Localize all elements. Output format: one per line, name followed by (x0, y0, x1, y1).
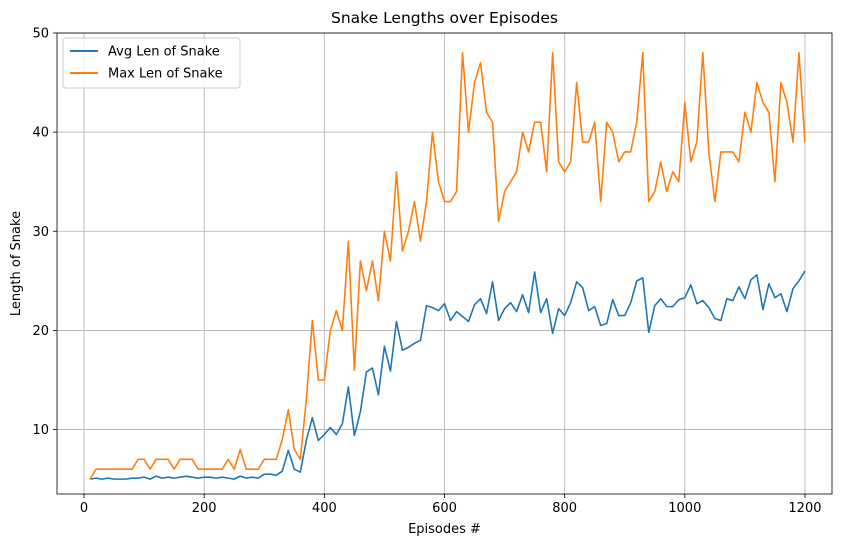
legend: Avg Len of Snake Max Len of Snake (62, 37, 241, 89)
y-tick-label: 10 (32, 423, 49, 438)
legend-label-avg: Avg Len of Snake (108, 45, 220, 60)
legend-label-max: Max Len of Snake (108, 67, 223, 82)
y-axis-label: Length of Snake (9, 211, 24, 316)
x-tick-label: 200 (192, 501, 217, 516)
chart-title: Snake Lengths over Episodes (331, 9, 558, 27)
x-tick-label: 1200 (788, 501, 821, 516)
y-tick-label: 30 (32, 225, 49, 240)
grid (57, 32, 832, 494)
x-tick-label: 0 (80, 501, 88, 516)
y-axis-ticks: 10 20 30 40 50 (32, 27, 57, 438)
series-line-0 (89, 270, 806, 480)
x-tick-label: 600 (432, 501, 457, 516)
x-axis-ticks: 0 200 400 600 800 1000 1200 (80, 494, 822, 516)
y-tick-label: 20 (32, 324, 49, 339)
series-line-1 (89, 52, 806, 480)
legend-box (62, 37, 241, 89)
y-tick-label: 50 (32, 27, 49, 42)
x-tick-label: 800 (552, 501, 577, 516)
x-axis-label: Episodes # (408, 522, 481, 537)
x-tick-label: 400 (312, 501, 337, 516)
series-lines (89, 52, 806, 480)
x-tick-label: 1000 (668, 501, 701, 516)
y-tick-label: 40 (32, 126, 49, 141)
